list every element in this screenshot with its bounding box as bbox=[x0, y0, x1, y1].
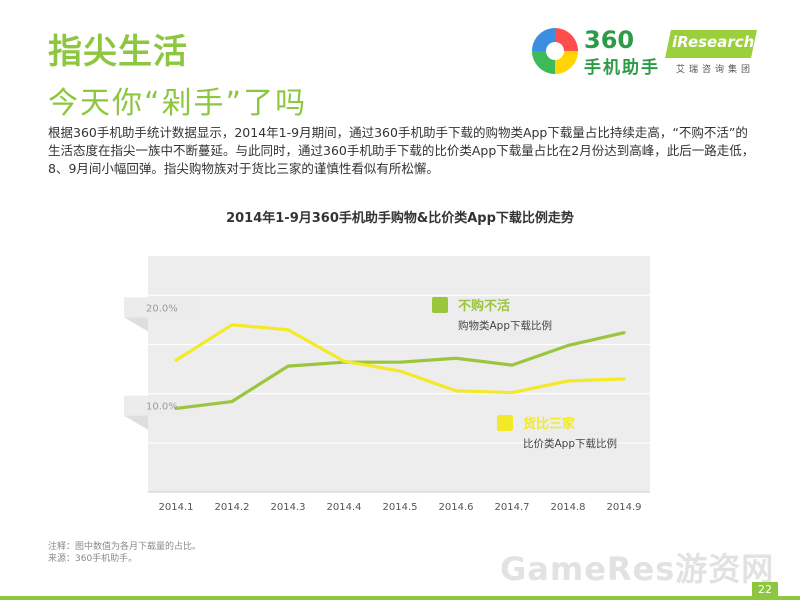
page-number: 22 bbox=[752, 582, 778, 597]
x-tick-label-4: 2014.5 bbox=[383, 502, 418, 513]
y-tick-tag-fold-0 bbox=[124, 317, 148, 332]
y-tick-labels: 20.0% 10.0% bbox=[124, 297, 200, 430]
legend-desc-0: 购物类App下载比例 bbox=[458, 319, 552, 332]
y-tick-0: 20.0% bbox=[124, 297, 200, 332]
plot-area bbox=[148, 256, 650, 492]
x-tick-label-1: 2014.2 bbox=[215, 502, 250, 513]
chart-title: 2014年1-9月360手机助手购物&比价类App下载比例走势 bbox=[226, 211, 574, 226]
iresearch-logo-subtitle: 艾瑞咨询集团 bbox=[676, 65, 755, 75]
x-tick-label-7: 2014.8 bbox=[551, 502, 586, 513]
y-tick-1: 10.0% bbox=[124, 395, 200, 430]
x-tick-label-8: 2014.9 bbox=[607, 502, 642, 513]
x-tick-label-6: 2014.7 bbox=[495, 502, 530, 513]
footnote-note: 注释：图中数值为各月下载量的占比。 bbox=[48, 542, 202, 552]
y-tick-tag-0 bbox=[124, 297, 200, 318]
legend-swatch-0 bbox=[432, 297, 448, 313]
y-tick-label-1: 10.0% bbox=[146, 402, 178, 413]
brand-360-name: 手机助手 bbox=[584, 58, 660, 78]
legend-name-0: 不购不活 bbox=[458, 298, 510, 314]
x-tick-labels: 2014.1 2014.2 2014.3 2014.4 2014.5 2014.6 2014… bbox=[159, 502, 642, 513]
legend-swatch-1 bbox=[497, 415, 513, 431]
page-subtitle: 今天你“剁手”了吗 bbox=[48, 86, 308, 121]
x-tick-label-2: 2014.3 bbox=[271, 502, 306, 513]
legend-name-1: 货比三家 bbox=[523, 416, 576, 432]
series-line-0 bbox=[174, 331, 626, 411]
footnote: 注释：图中数值为各月下载量的占比。 来源：360手机助手。 bbox=[48, 541, 201, 565]
description-paragraph: 根据360手机助手统计数据显示，2014年1-9月期间，通过360手机助手下载的… bbox=[48, 125, 755, 176]
bottom-accent-bar bbox=[0, 596, 800, 600]
iresearch-logo-text: iResearch bbox=[672, 33, 755, 51]
brand-360-ball-icon bbox=[532, 28, 578, 74]
legend-desc-1: 比价类App下载比例 bbox=[523, 437, 617, 450]
page-title: 指尖生活 bbox=[48, 32, 188, 72]
y-tick-label-0: 20.0% bbox=[146, 303, 178, 314]
y-tick-tag-fold-1 bbox=[124, 415, 148, 430]
y-tick-tag-1 bbox=[124, 395, 200, 416]
brand-360-number: 360 bbox=[584, 26, 635, 54]
iresearch-logo: iResearch 艾瑞咨询集团 bbox=[665, 28, 758, 76]
series-lines bbox=[174, 323, 626, 411]
watermark: GameRes游资网 bbox=[500, 550, 775, 588]
x-tick-label-0: 2014.1 bbox=[159, 502, 194, 513]
x-tick-label-5: 2014.6 bbox=[439, 502, 474, 513]
footnote-source: 来源：360手机助手。 bbox=[48, 554, 138, 564]
brand-360-logo: 360 手机助手 bbox=[532, 26, 682, 78]
series-line-1 bbox=[174, 323, 626, 395]
x-tick-label-3: 2014.4 bbox=[327, 502, 362, 513]
